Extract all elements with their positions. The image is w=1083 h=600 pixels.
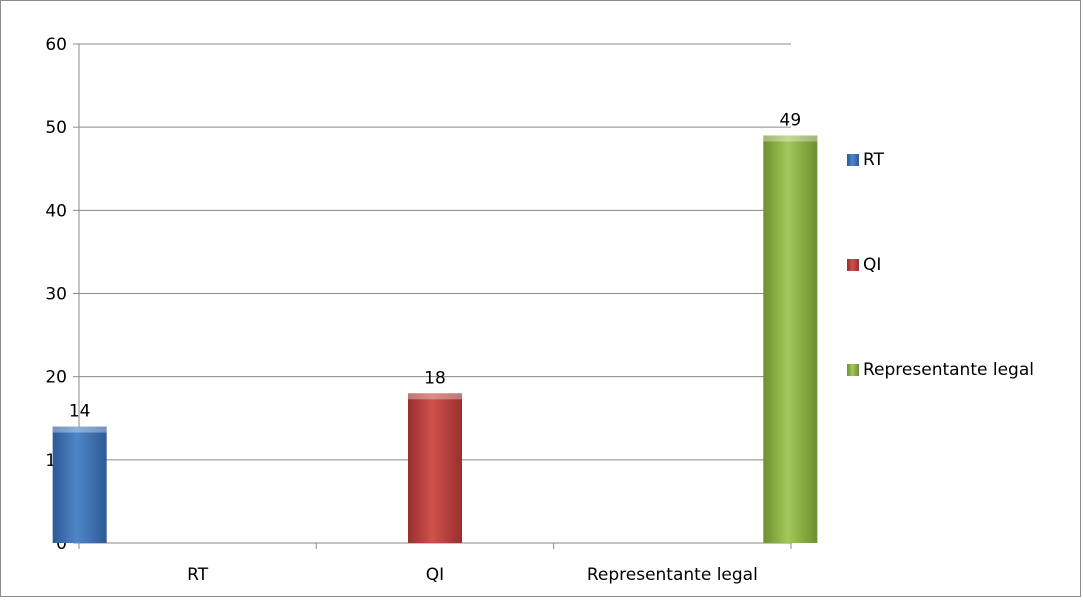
y-tick-label: 20 <box>45 368 67 388</box>
bar <box>52 426 107 543</box>
y-tick-label: 50 <box>45 118 67 138</box>
data-label: 49 <box>780 110 802 130</box>
data-label: 18 <box>424 368 446 388</box>
bar-highlight <box>408 393 462 400</box>
legend-swatch <box>847 259 859 271</box>
gridlines <box>79 43 791 461</box>
x-tick-label: Representante legal <box>587 565 758 585</box>
legend-label: RT <box>863 150 885 170</box>
bar-highlight <box>52 426 107 433</box>
data-label: 14 <box>69 402 91 422</box>
legend-label: Representante legal <box>863 360 1034 380</box>
legend-swatch <box>847 364 859 376</box>
x-tick-label: RT <box>187 565 209 585</box>
y-tick-label: 60 <box>45 35 67 55</box>
legend-swatch <box>847 154 859 166</box>
legend-label: QI <box>863 255 881 275</box>
y-tick-label: 30 <box>45 285 67 305</box>
legend: RT QI Representante legal <box>847 150 1034 380</box>
bars <box>52 135 818 543</box>
bar-highlight <box>763 135 818 142</box>
y-tick-label: 0 <box>56 534 67 554</box>
axes: 0102030405060RTQIRepresentante legal <box>45 35 792 585</box>
data-labels: 14 18 49 <box>69 110 801 421</box>
y-tick-label: 40 <box>45 201 67 221</box>
bar <box>408 393 462 543</box>
x-tick-label: QI <box>426 565 444 585</box>
bar <box>763 135 818 543</box>
